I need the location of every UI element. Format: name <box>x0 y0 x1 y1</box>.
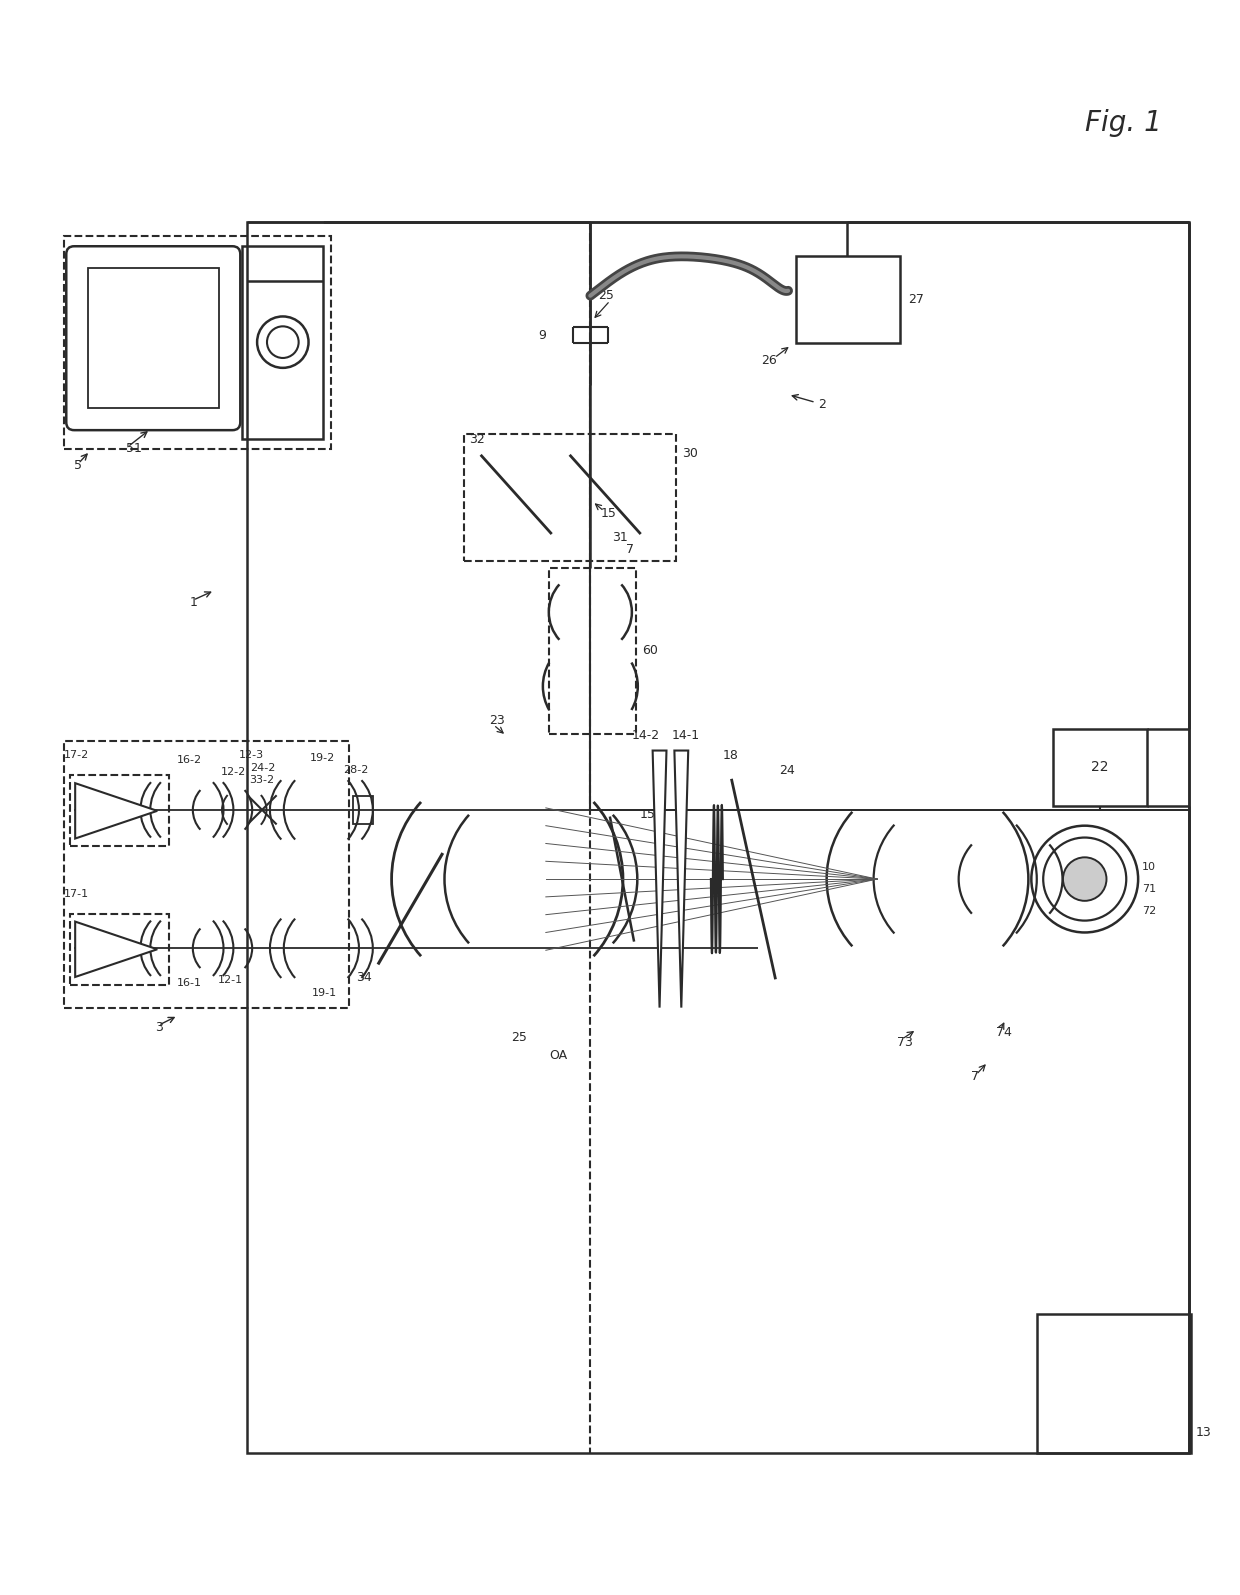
Text: 12-2: 12-2 <box>221 767 246 777</box>
Text: 30: 30 <box>682 447 698 461</box>
Bar <box>71 775 169 847</box>
Text: 72: 72 <box>1142 906 1157 916</box>
Text: 31: 31 <box>613 531 627 544</box>
Text: 13: 13 <box>1195 1426 1211 1439</box>
Text: 26: 26 <box>761 354 777 367</box>
Text: 60: 60 <box>642 644 657 657</box>
Bar <box>64 740 350 1008</box>
Bar <box>549 568 636 734</box>
Text: 19-2: 19-2 <box>310 753 335 764</box>
Text: 16-1: 16-1 <box>177 978 202 987</box>
Bar <box>464 434 676 561</box>
Text: 34: 34 <box>356 971 372 984</box>
Text: 2: 2 <box>817 397 826 412</box>
Bar <box>796 257 900 343</box>
Polygon shape <box>76 922 157 978</box>
Text: 14-1: 14-1 <box>671 729 699 742</box>
Text: 19-1: 19-1 <box>311 987 336 998</box>
Text: 3: 3 <box>155 1021 164 1034</box>
Text: 14-2: 14-2 <box>632 729 660 742</box>
Bar <box>88 268 218 408</box>
Polygon shape <box>675 751 688 1008</box>
Text: 32: 32 <box>469 432 485 445</box>
Text: 16-2: 16-2 <box>177 756 202 766</box>
Bar <box>242 246 324 439</box>
Text: Fig. 1: Fig. 1 <box>1085 108 1162 137</box>
Text: 7: 7 <box>971 1070 980 1083</box>
Text: 25: 25 <box>511 1030 527 1043</box>
Text: 25: 25 <box>598 289 614 301</box>
Text: 15: 15 <box>640 809 656 821</box>
Bar <box>247 222 1189 1453</box>
Text: 51: 51 <box>125 442 141 456</box>
Text: 10: 10 <box>1142 863 1156 872</box>
Polygon shape <box>76 783 157 839</box>
Text: 12-1: 12-1 <box>217 975 243 986</box>
Bar <box>64 236 331 448</box>
Text: 9: 9 <box>538 329 546 341</box>
Circle shape <box>1063 858 1106 901</box>
Text: 27: 27 <box>908 293 924 306</box>
Text: 5: 5 <box>74 459 82 472</box>
Text: 73: 73 <box>897 1035 913 1050</box>
Text: 1: 1 <box>190 595 197 609</box>
Text: 15: 15 <box>600 507 616 520</box>
Text: 18: 18 <box>723 750 739 762</box>
Text: 17-2: 17-2 <box>64 751 89 761</box>
Text: 22: 22 <box>1091 761 1109 774</box>
Bar <box>1053 729 1147 805</box>
Text: 74: 74 <box>996 1026 1012 1038</box>
Bar <box>71 914 169 984</box>
Text: 23: 23 <box>490 715 505 727</box>
Text: 17-1: 17-1 <box>64 888 89 900</box>
Text: 12-3: 12-3 <box>239 751 264 761</box>
Text: 24-2: 24-2 <box>250 764 275 774</box>
Text: 33-2: 33-2 <box>249 775 274 785</box>
Text: 7: 7 <box>626 544 634 557</box>
Text: 71: 71 <box>1142 884 1156 893</box>
Bar <box>353 796 373 823</box>
Text: 24: 24 <box>779 764 795 777</box>
Text: OA: OA <box>549 1048 567 1062</box>
Bar <box>1038 1314 1190 1453</box>
Polygon shape <box>652 751 666 1008</box>
Text: 28-2: 28-2 <box>343 766 368 775</box>
